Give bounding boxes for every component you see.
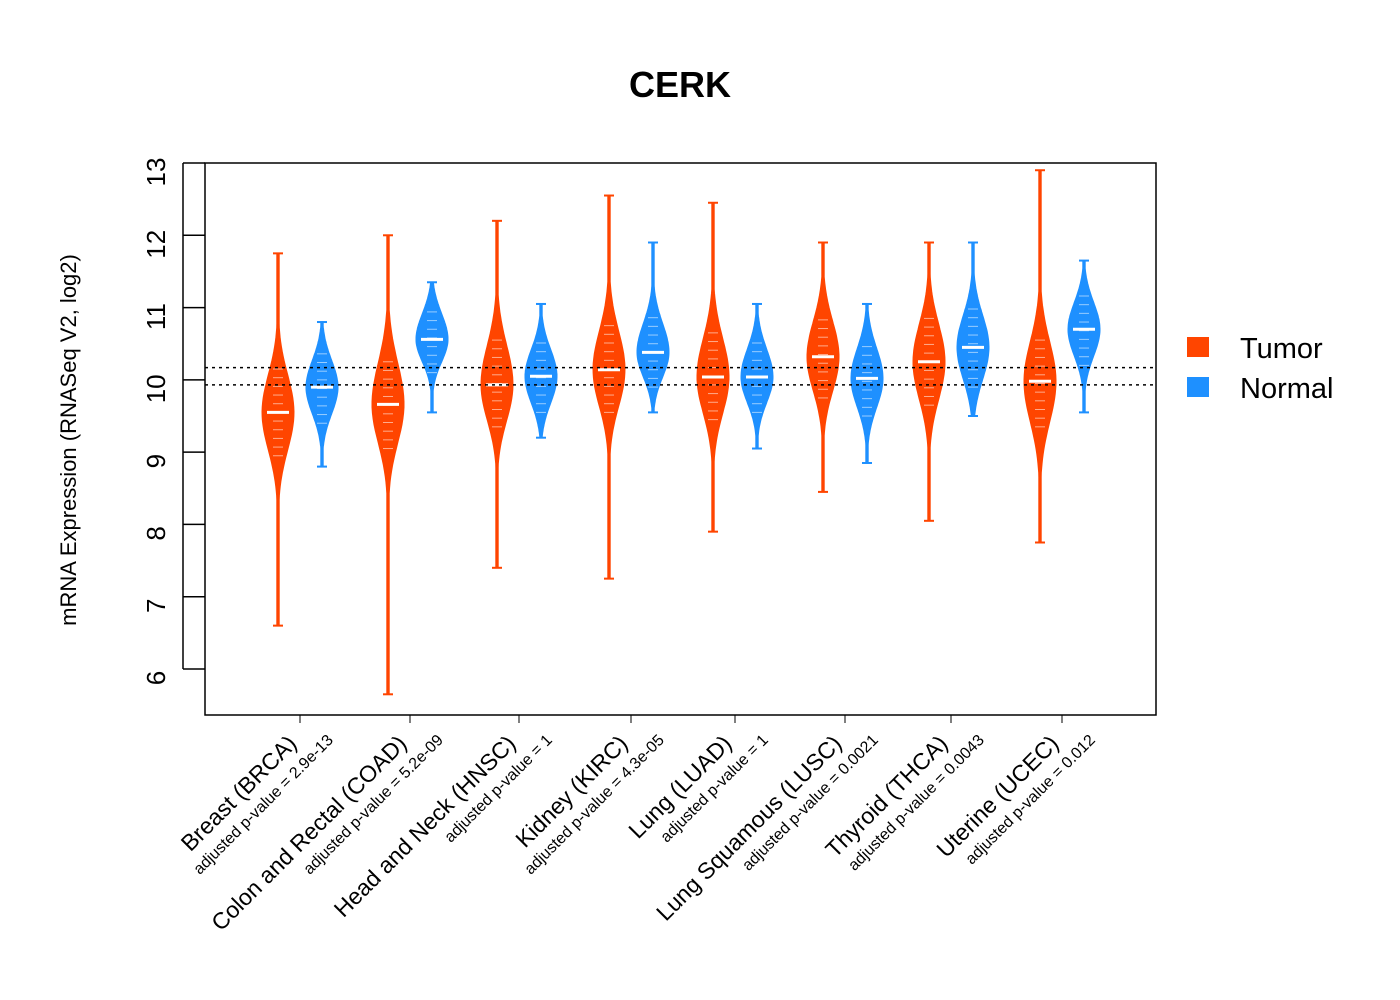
y-axis-label: mRNA Expression (RNASeq V2, log2) [56, 254, 81, 626]
legend: Tumor Normal [1187, 333, 1333, 405]
tumor-violin [1023, 169, 1057, 543]
normal-violin [956, 242, 990, 417]
y-tick-label: 6 [141, 671, 171, 685]
legend-label-normal: Normal [1240, 373, 1333, 405]
legend-swatch-normal [1187, 377, 1209, 397]
y-tick-label: 12 [141, 230, 171, 259]
normal-violin [850, 303, 884, 464]
legend-swatch-tumor [1187, 337, 1209, 357]
tumor-violin [592, 195, 626, 580]
tumor-violin [912, 242, 946, 522]
tumor-violin [261, 252, 295, 627]
normal-violin [1067, 260, 1101, 413]
tumor-violin [371, 234, 405, 695]
legend-label-tumor: Tumor [1240, 333, 1323, 365]
normal-violin [305, 321, 339, 468]
chart-title: CERK [629, 64, 731, 105]
y-tick-label: 10 [141, 374, 171, 403]
y-tick-label: 11 [141, 303, 171, 330]
normal-violin [524, 303, 558, 439]
normal-violin [636, 242, 670, 413]
y-tick-label: 9 [141, 454, 171, 468]
plot-frame [204, 162, 1157, 716]
normal-violin [415, 281, 449, 413]
y-tick-label: 13 [141, 158, 171, 187]
y-tick-label: 7 [141, 598, 171, 612]
y-tick-label: 8 [141, 526, 171, 540]
tumor-violin [480, 220, 514, 569]
